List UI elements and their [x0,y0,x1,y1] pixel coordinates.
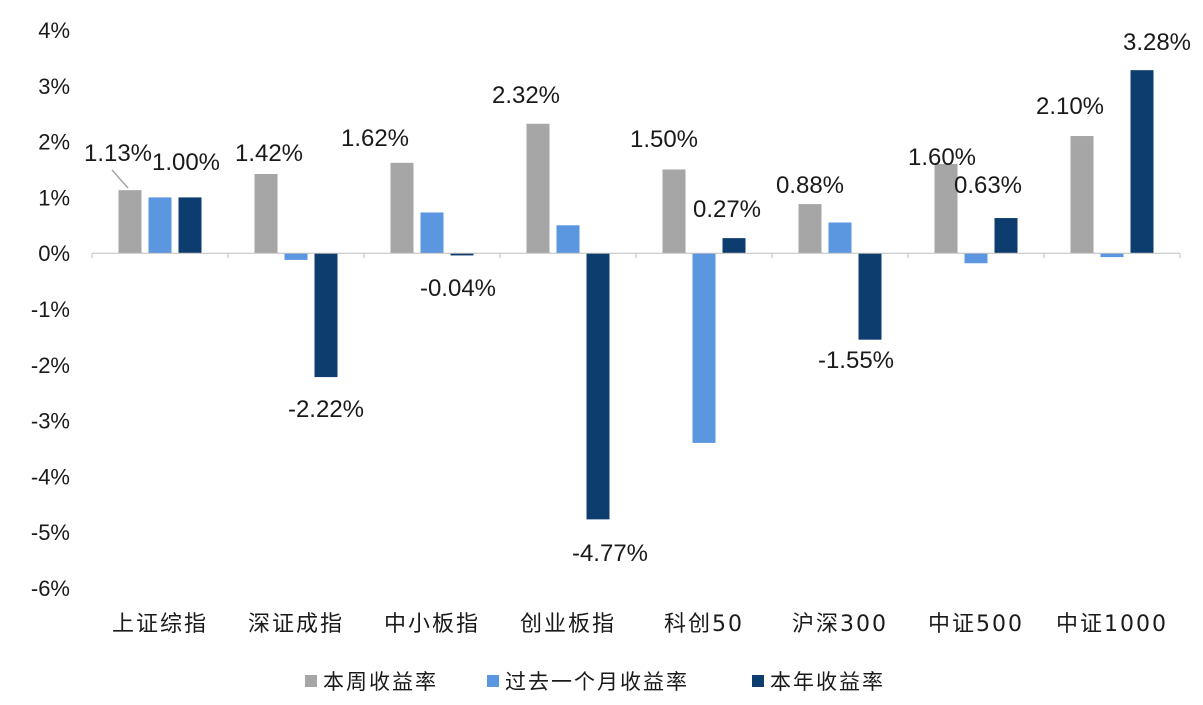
data-label: -0.04% [420,275,496,302]
bar [526,123,550,254]
y-axis: 4% 3% 2% 1% 0% -1% -2% -3% -4% -5% -6% [31,18,70,601]
legend: 本周收益率 过去一个月收益率 本年收益率 [305,670,885,694]
category-label: 中证500 [928,612,1024,637]
y-tick-label: -3% [31,409,70,434]
data-label: 0.88% [776,172,844,199]
bar [1100,253,1124,258]
bar [284,253,308,260]
bar [662,169,686,254]
category-label: 科创50 [664,612,744,637]
bar [722,238,746,254]
x-axis: 上证综指 深证成指 中小板指 创业板指 科创50 沪深300 中证500 中证1000 [112,612,1168,637]
bar [314,253,338,378]
y-tick-label: 2% [38,130,70,155]
bar [586,253,610,520]
data-labels: 1.13% 1.42% 1.62% 2.32% 1.50% 0.88% 1.60% 2.10%… [84,29,1191,567]
bar [994,218,1018,254]
category-label: 中证1000 [1056,612,1168,637]
data-label: 3.28% [1123,29,1191,56]
bar [254,173,278,254]
data-label: -4.77% [572,540,648,567]
bar [828,222,852,254]
y-tick-label: -4% [31,464,70,489]
data-label: 1.42% [235,140,303,167]
category-label: 深证成指 [248,612,344,637]
zero-baseline [91,252,1181,259]
bar [1070,136,1094,254]
data-label: -1.55% [818,347,894,374]
y-tick-label: -2% [31,353,70,378]
legend-swatch [305,675,317,687]
data-label: 1.60% [908,144,976,171]
data-label: 0.63% [954,172,1022,199]
data-label: 1.13% [84,140,152,167]
y-tick-label: 3% [38,74,70,99]
data-label: -2.22% [288,396,364,423]
data-label: 1.62% [341,125,409,152]
bar [858,253,882,340]
legend-label: 本周收益率 [323,670,438,694]
category-label: 上证综指 [112,612,208,637]
data-label: 1.00% [152,149,220,176]
bar [964,253,988,264]
legend-label: 本年收益率 [770,670,885,694]
data-label: 0.27% [693,196,761,223]
y-tick-label: -6% [31,576,70,601]
bar [798,204,822,254]
bar [148,197,172,254]
category-label: 沪深300 [792,612,888,637]
y-tick-label: 0% [38,241,70,266]
label-leader-line [111,169,129,189]
y-tick-label: -1% [31,297,70,322]
bar [390,162,414,254]
leader-lines [111,169,129,189]
y-tick-label: -5% [31,520,70,545]
data-label: 2.10% [1036,93,1104,120]
bar [1130,70,1154,254]
data-label: 2.32% [492,82,560,109]
data-label: 1.50% [630,126,698,153]
category-label: 中小板指 [384,612,480,637]
legend-swatch [752,675,764,687]
y-tick-label: 1% [38,185,70,210]
bar [118,190,142,254]
bar [692,253,716,443]
bars-group [118,70,1154,520]
bar [556,225,580,254]
bar [420,212,444,254]
bar [450,253,474,256]
legend-label: 过去一个月收益率 [505,670,689,694]
category-label: 创业板指 [520,612,616,637]
legend-swatch [487,675,499,687]
y-tick-label: 4% [38,18,70,43]
bar [934,163,958,254]
bar [178,197,202,254]
